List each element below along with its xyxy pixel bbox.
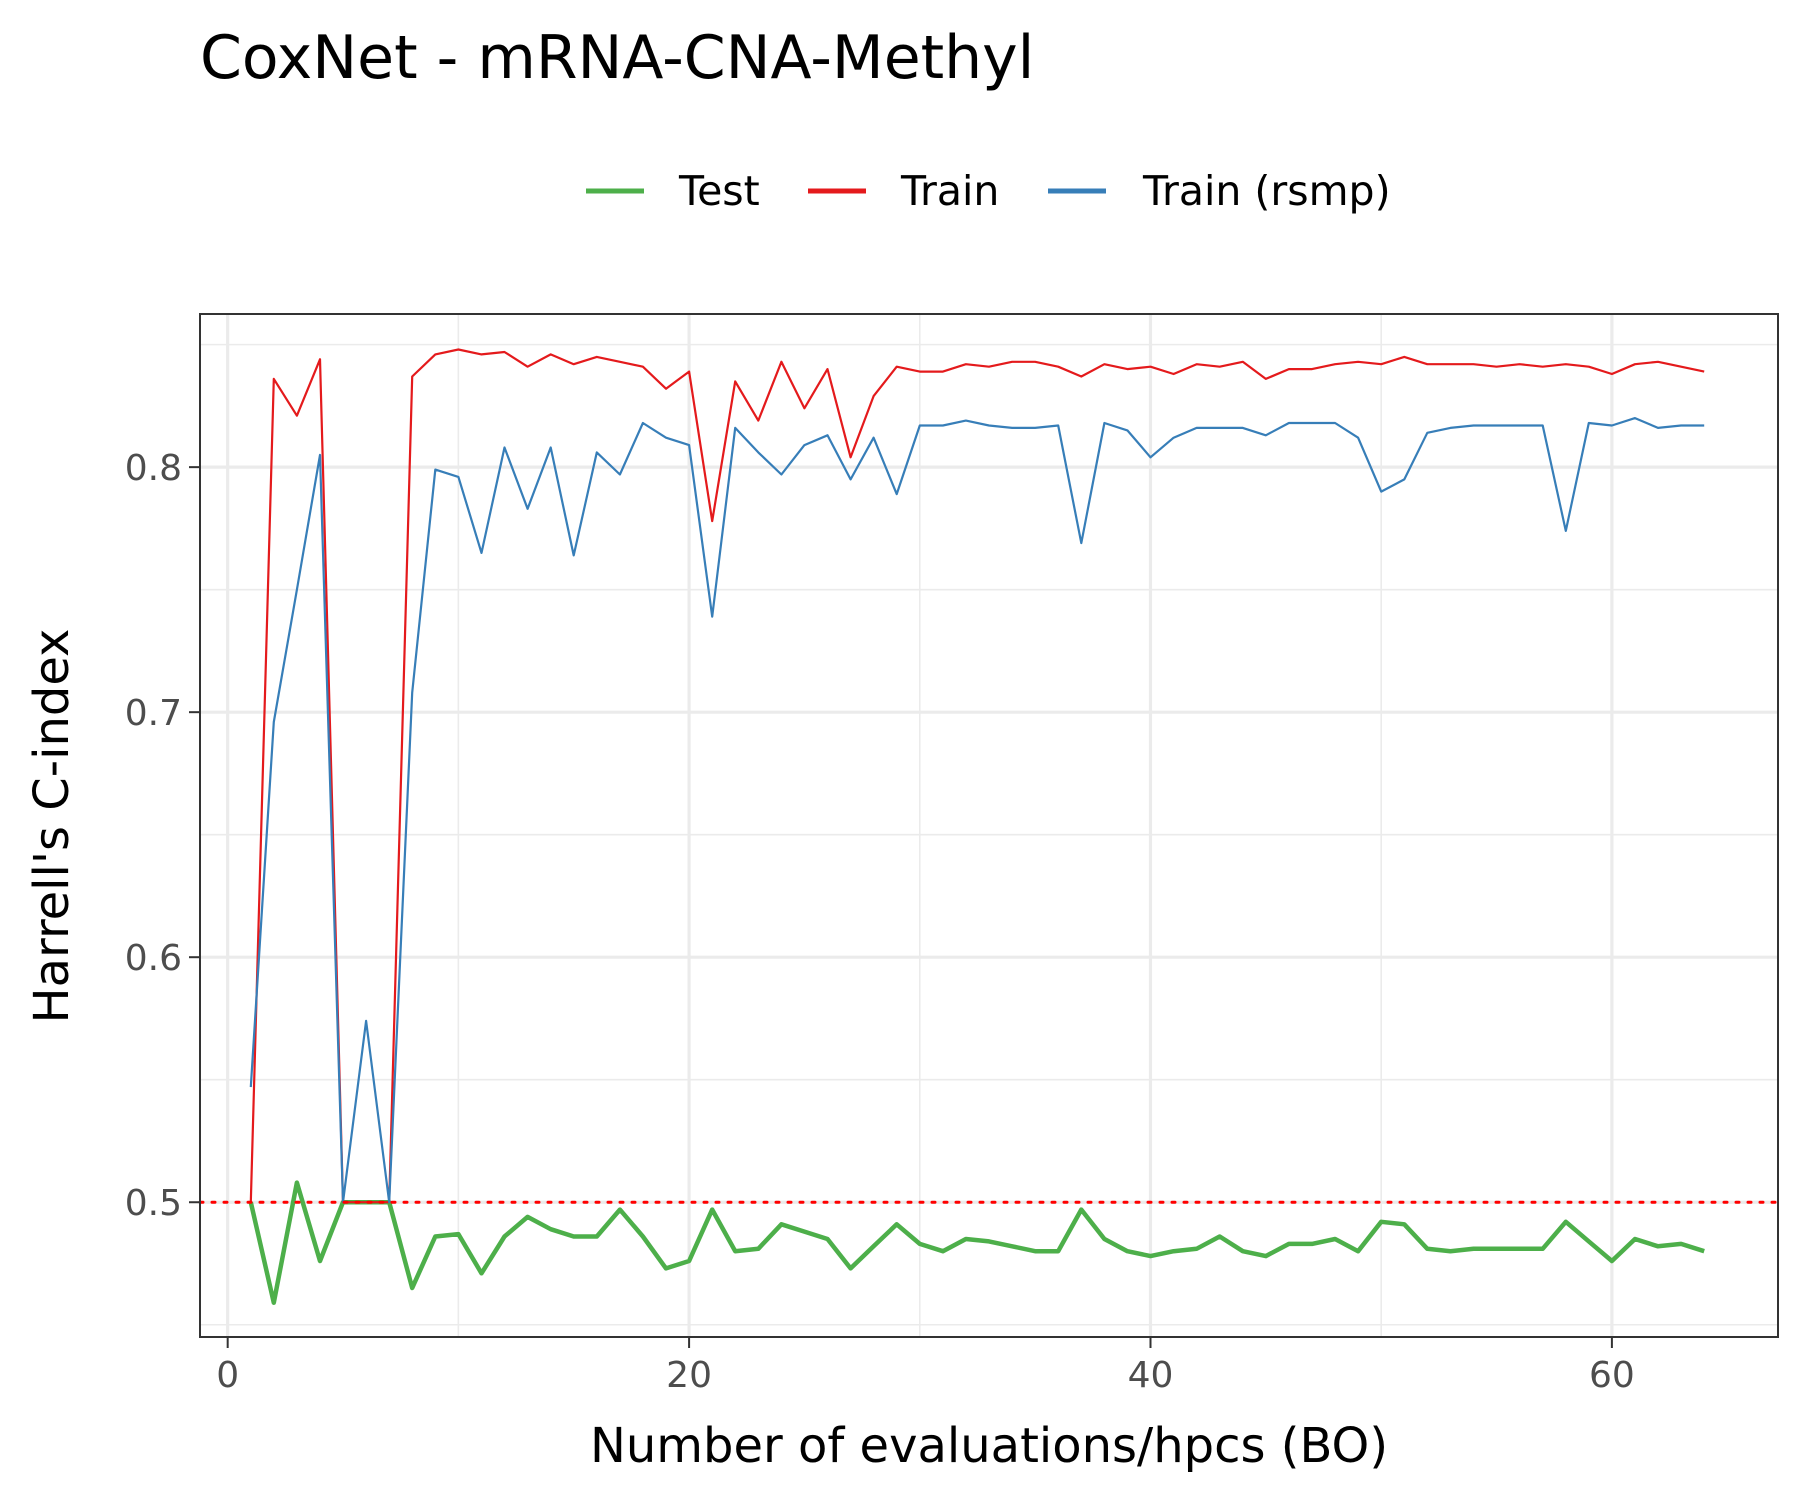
x-tick-label: 20 — [666, 1355, 712, 1396]
legend-label-train-rsmp: Train (rsmp) — [1142, 167, 1391, 215]
axis-ticks: 0 20 40 60 0.5 0.6 0.7 0.8 — [125, 448, 1635, 1396]
series-layer — [198, 348, 1780, 1305]
x-tick-label: 0 — [216, 1355, 239, 1396]
y-axis-title: Harrell's C-index — [24, 629, 80, 1024]
legend-label-test: Test — [678, 167, 760, 215]
series-line-2 — [249, 417, 1705, 1204]
y-tick-label: 0.6 — [125, 938, 182, 979]
series-line-1 — [249, 348, 1705, 1204]
y-tick-label: 0.7 — [125, 693, 182, 734]
series-line-0 — [248, 1180, 1705, 1305]
plot-border — [199, 313, 1779, 1338]
x-tick-label: 40 — [1128, 1355, 1174, 1396]
y-tick-label: 0.8 — [125, 448, 182, 489]
legend-label-train: Train — [900, 167, 999, 215]
x-tick-label: 60 — [1589, 1355, 1635, 1396]
y-tick-label: 0.5 — [125, 1183, 182, 1224]
legend: Test Train Train (rsmp) — [586, 167, 1391, 215]
x-axis-title: Number of evaluations/hpcs (BO) — [590, 1418, 1388, 1474]
chart-title: CoxNet - mRNA-CNA-Methyl — [200, 23, 1034, 93]
plot-background — [200, 314, 1778, 1337]
